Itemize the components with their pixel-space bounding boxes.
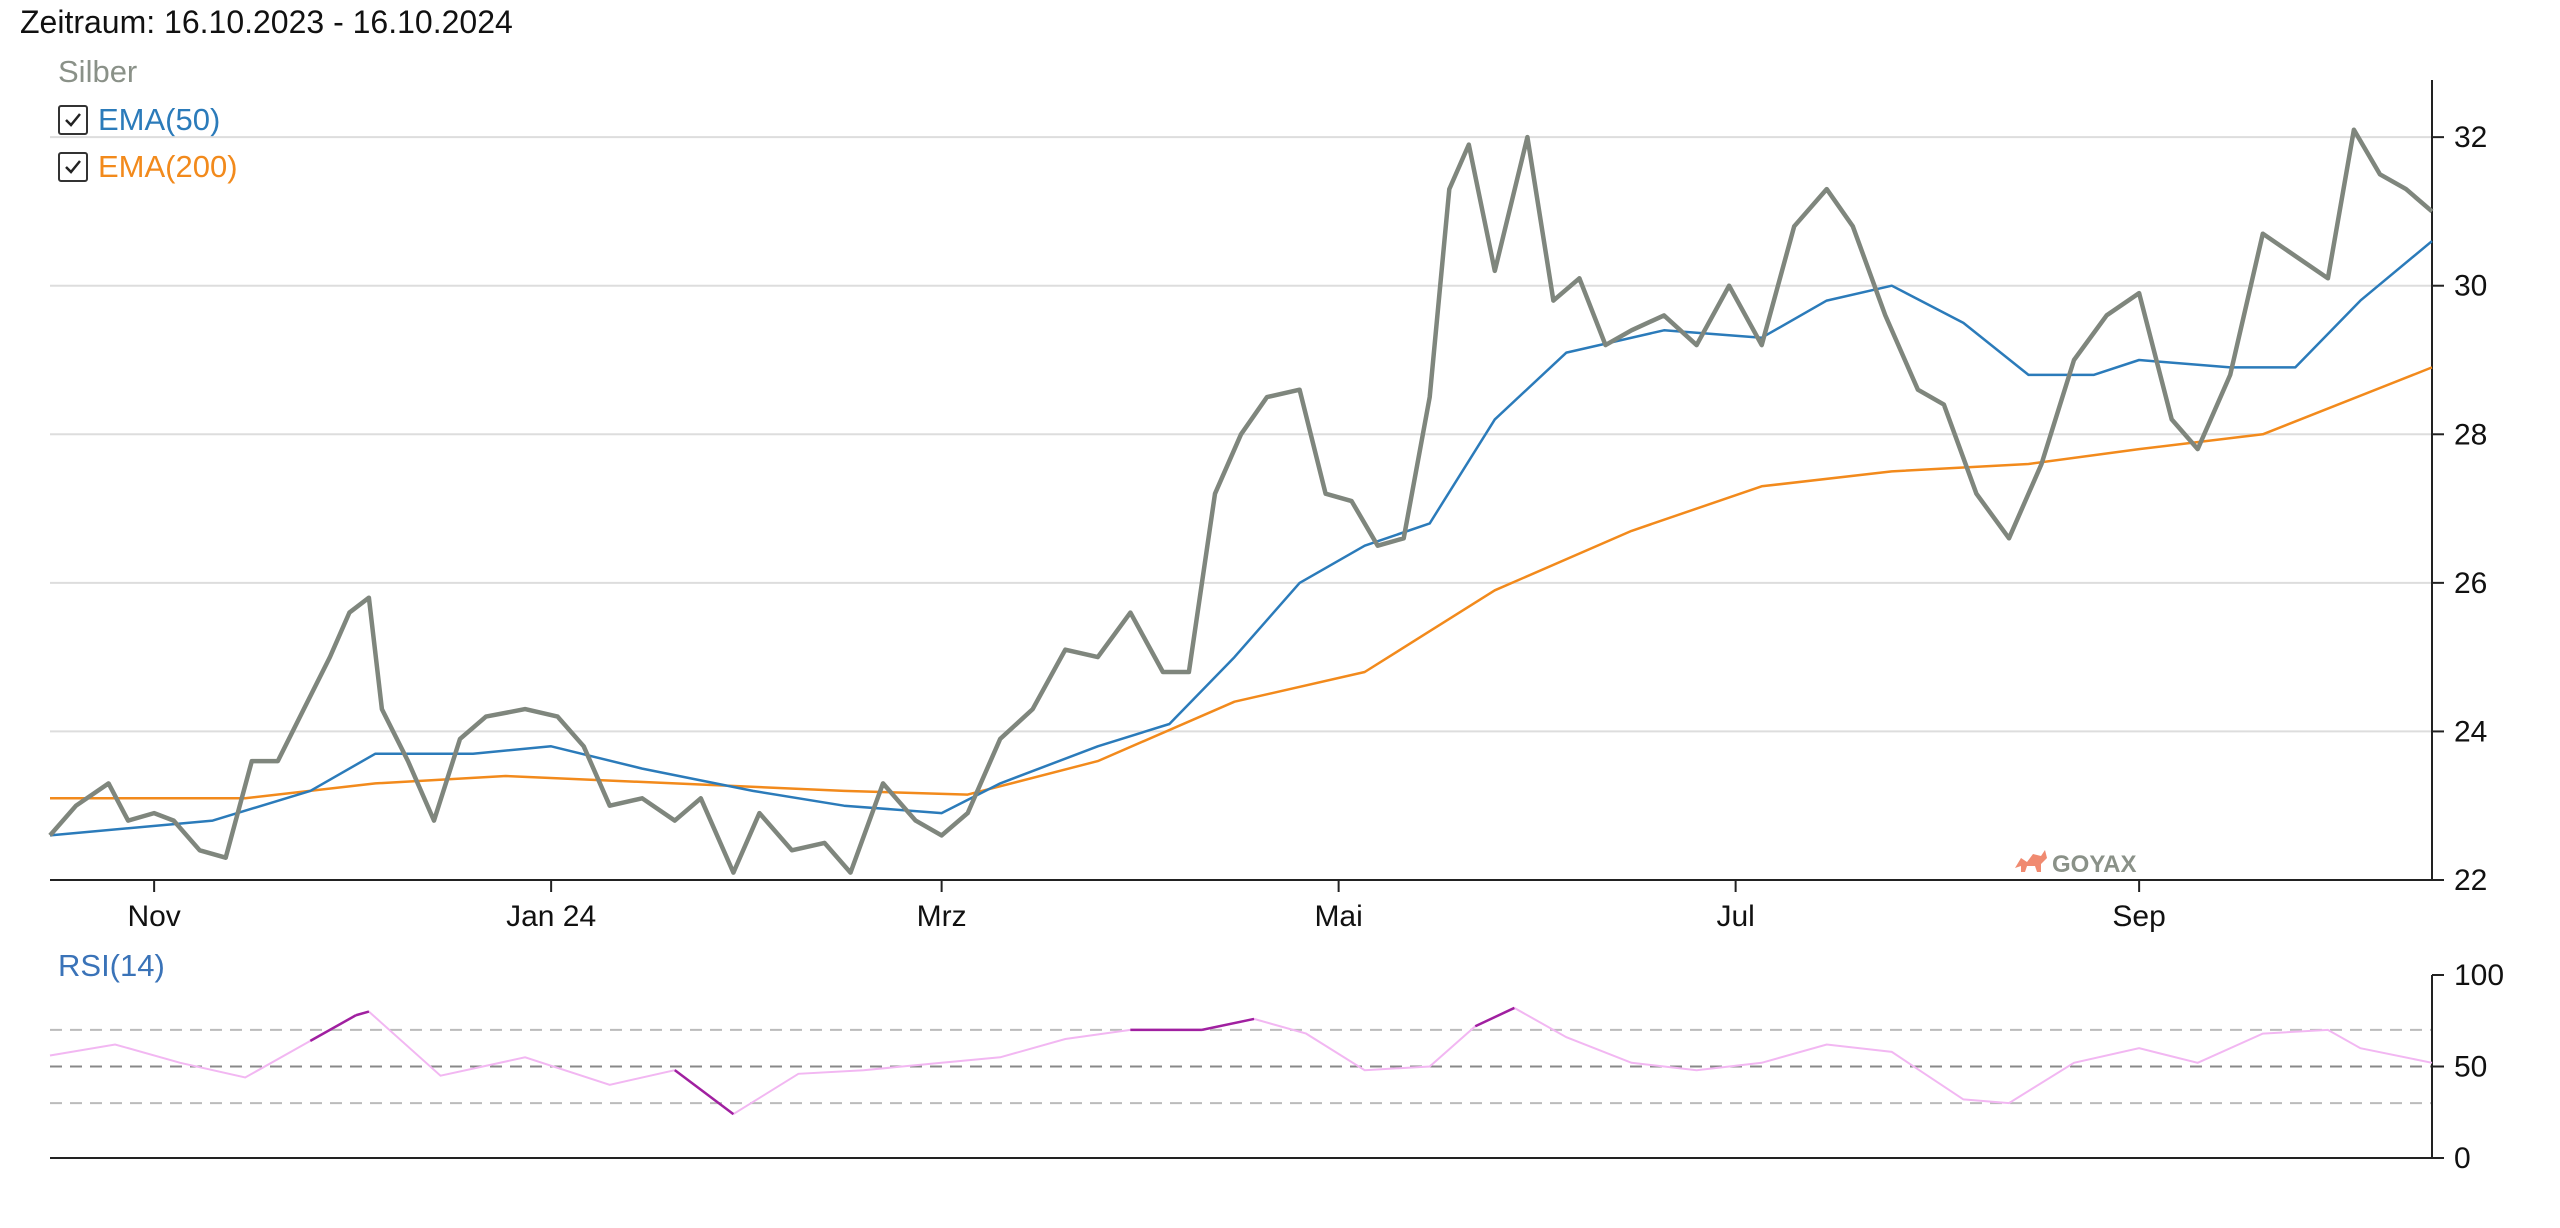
chart-legend: Silber EMA(50) EMA(200) — [58, 52, 238, 190]
bull-icon — [2015, 850, 2047, 872]
rsi-extreme-segment — [309, 1014, 357, 1042]
series-silber-line — [48, 127, 2434, 875]
rsi-extreme-segment — [1201, 1017, 1255, 1032]
legend-item-ema200[interactable]: EMA(200) — [58, 143, 238, 190]
y-tick-label: 28 — [2454, 418, 2487, 451]
y-tick-label: 32 — [2454, 121, 2487, 154]
check-icon — [65, 159, 81, 174]
rsi-extreme-segment — [355, 1010, 370, 1017]
y-tick-label: 22 — [2454, 864, 2487, 897]
legend-label-ema200: EMA(200) — [98, 148, 238, 184]
x-tick-label: Mai — [1314, 900, 1362, 933]
legend-label-ema50: EMA(50) — [98, 101, 221, 137]
rsi-y-tick-label: 100 — [2454, 959, 2504, 992]
rsi-grid — [50, 1028, 2432, 1105]
series-ema50-line — [49, 240, 2433, 837]
goyax-watermark: GOYAX — [2015, 850, 2136, 878]
x-tick-label: Nov — [127, 900, 180, 933]
rsi-title: RSI(14) — [58, 948, 165, 983]
x-tick-label: Mrz — [917, 900, 967, 933]
legend-item-ema50[interactable]: EMA(50) — [58, 96, 238, 143]
series-name-silber: Silber — [58, 54, 138, 89]
y-tick-label: 26 — [2454, 567, 2487, 600]
goyax-logo-text: GOYAX — [2052, 851, 2136, 878]
rsi-axis: 0 50 100 — [50, 959, 2504, 1175]
main-axis: 22 24 26 28 30 32 Nov Jan 24 Mrz Mai Jul Sep — [50, 80, 2487, 933]
rsi-extreme-segment — [674, 1069, 735, 1116]
rsi-y-tick-label: 0 — [2454, 1142, 2471, 1175]
series-rsi-line — [49, 1006, 2433, 1116]
series-ema200-line — [50, 366, 2433, 800]
rsi-series — [49, 1006, 2433, 1116]
y-tick-label: 30 — [2454, 270, 2487, 303]
rsi-y-tick-label: 50 — [2454, 1051, 2487, 1084]
checkbox-ema200[interactable] — [58, 151, 88, 182]
main-grid — [50, 136, 2432, 733]
check-icon — [65, 112, 81, 127]
main-series — [48, 127, 2434, 875]
rsi-extreme-segment — [1474, 1006, 1515, 1028]
x-tick-label: Jan 24 — [506, 900, 596, 933]
period-label: Zeitraum: 16.10.2023 - 16.10.2024 — [20, 4, 513, 40]
y-tick-label: 24 — [2454, 715, 2487, 748]
x-tick-label: Sep — [2112, 900, 2165, 933]
checkbox-ema50[interactable] — [58, 104, 88, 135]
x-tick-label: Jul — [1716, 900, 1754, 933]
